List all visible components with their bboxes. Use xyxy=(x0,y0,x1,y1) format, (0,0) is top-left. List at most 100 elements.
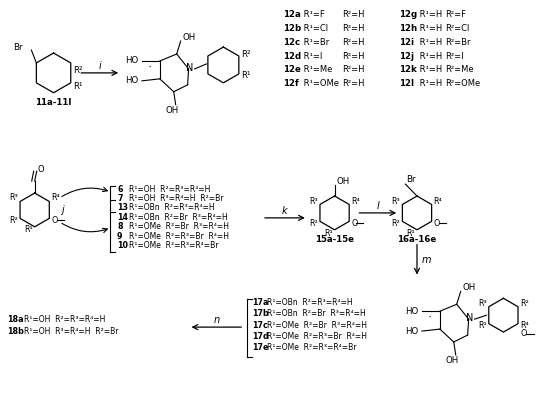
Text: R¹=Cl: R¹=Cl xyxy=(301,24,328,33)
Text: R¹: R¹ xyxy=(241,71,250,80)
Text: 12l: 12l xyxy=(399,79,414,88)
Text: 12j: 12j xyxy=(399,51,414,61)
Text: 7: 7 xyxy=(117,194,123,203)
Text: R²=H: R²=H xyxy=(343,65,365,74)
Text: R¹=OH  R³=R⁴=H  R²=Br: R¹=OH R³=R⁴=H R²=Br xyxy=(24,326,118,336)
Text: R¹=OMe  R²=Br  R³=R⁴=H: R¹=OMe R²=Br R³=R⁴=H xyxy=(267,321,367,330)
Text: R³: R³ xyxy=(9,193,18,202)
Text: R²: R² xyxy=(392,219,400,228)
Text: R¹=H: R¹=H xyxy=(417,24,442,33)
Text: R²=Me: R²=Me xyxy=(445,65,474,74)
Text: 14: 14 xyxy=(117,213,128,222)
Text: O: O xyxy=(351,219,358,228)
Text: R¹=OMe  R²=Br  R³=R⁴=H: R¹=OMe R²=Br R³=R⁴=H xyxy=(129,222,229,231)
Text: R¹=Br: R¹=Br xyxy=(301,38,329,47)
Text: 12i: 12i xyxy=(399,38,414,47)
Text: HO: HO xyxy=(125,57,138,65)
Text: 16a-16e: 16a-16e xyxy=(398,235,437,244)
Text: m: m xyxy=(422,255,431,265)
Text: R¹=OBn  R²=R³=R⁴=H: R¹=OBn R²=R³=R⁴=H xyxy=(267,298,353,307)
Text: R¹=OBn  R²=Br  R³=R⁴=H: R¹=OBn R²=Br R³=R⁴=H xyxy=(129,213,228,222)
Text: 12a: 12a xyxy=(283,10,301,19)
Text: R¹=H: R¹=H xyxy=(417,65,442,74)
Text: R²=Br: R²=Br xyxy=(445,38,470,47)
Text: 12c: 12c xyxy=(283,38,300,47)
Text: k: k xyxy=(282,206,288,216)
Text: 18b: 18b xyxy=(7,326,24,336)
Text: R¹: R¹ xyxy=(324,229,333,238)
Text: R²=OMe: R²=OMe xyxy=(445,79,480,88)
Text: R¹=Me: R¹=Me xyxy=(301,65,332,74)
Text: HO: HO xyxy=(405,326,419,336)
Text: 10: 10 xyxy=(117,241,128,250)
Text: R²=F: R²=F xyxy=(445,10,466,19)
Text: R¹=H: R¹=H xyxy=(417,38,442,47)
Text: OH: OH xyxy=(445,356,458,365)
Text: OH: OH xyxy=(337,177,350,186)
Text: R²=H: R²=H xyxy=(343,51,365,61)
Text: R¹=OMe  R²=R³=Br  R⁴=H: R¹=OMe R²=R³=Br R⁴=H xyxy=(267,332,367,341)
Text: R²=Cl: R²=Cl xyxy=(445,24,469,33)
Text: R⁴: R⁴ xyxy=(520,321,529,330)
Text: 9: 9 xyxy=(117,232,123,241)
Text: R¹=OH  R²=R³=R⁴=H: R¹=OH R²=R³=R⁴=H xyxy=(129,185,211,194)
Text: l: l xyxy=(376,201,379,211)
Text: R¹=OBn  R²=Br  R³=R⁴=H: R¹=OBn R²=Br R³=R⁴=H xyxy=(267,309,366,318)
Text: 6: 6 xyxy=(117,185,123,194)
Text: 12f: 12f xyxy=(283,79,299,88)
Text: 8: 8 xyxy=(117,222,123,231)
Text: 12d: 12d xyxy=(283,51,301,61)
Text: HO: HO xyxy=(405,307,419,316)
Text: R¹=H: R¹=H xyxy=(417,10,442,19)
Text: OH: OH xyxy=(463,283,476,292)
Text: 17d: 17d xyxy=(252,332,269,341)
Text: R¹=OMe: R¹=OMe xyxy=(301,79,339,88)
Text: R¹=OMe  R²=R³=Br  R⁴=H: R¹=OMe R²=R³=Br R⁴=H xyxy=(129,232,229,241)
Text: R¹=OH  R²=R³=R⁴=H: R¹=OH R²=R³=R⁴=H xyxy=(24,315,105,324)
Text: R⁴: R⁴ xyxy=(51,193,60,202)
Text: 12g: 12g xyxy=(399,10,417,19)
Text: R²: R² xyxy=(241,49,250,59)
Text: 12h: 12h xyxy=(399,24,417,33)
Text: R¹=I: R¹=I xyxy=(301,51,322,61)
Text: O: O xyxy=(520,329,526,338)
Text: R⁴: R⁴ xyxy=(351,197,360,206)
Text: R³: R³ xyxy=(478,299,487,308)
Text: OH: OH xyxy=(183,33,196,41)
Text: O: O xyxy=(37,165,45,174)
Text: Br: Br xyxy=(13,43,22,51)
Text: R¹=OMe  R²=R³=R⁴=Br: R¹=OMe R²=R³=R⁴=Br xyxy=(267,344,356,352)
Text: i: i xyxy=(98,61,101,71)
Text: O: O xyxy=(433,219,440,228)
Text: 17a: 17a xyxy=(252,298,268,307)
Text: R¹=H: R¹=H xyxy=(417,79,442,88)
Text: R⁴: R⁴ xyxy=(433,197,442,206)
Text: 17c: 17c xyxy=(252,321,268,330)
Text: 12e: 12e xyxy=(283,65,301,74)
Text: R²=H: R²=H xyxy=(343,38,365,47)
Text: j: j xyxy=(62,205,64,215)
Text: R¹: R¹ xyxy=(406,229,415,238)
Text: ,,: ,, xyxy=(428,313,432,318)
Text: R²: R² xyxy=(9,216,18,225)
Text: 17e: 17e xyxy=(252,344,268,352)
Text: R¹: R¹ xyxy=(478,321,487,330)
Text: Br: Br xyxy=(406,175,416,184)
Text: 13: 13 xyxy=(117,203,128,212)
Text: 18a: 18a xyxy=(7,315,24,324)
Text: R¹=OBn  R²=R³=R⁴=H: R¹=OBn R²=R³=R⁴=H xyxy=(129,203,214,212)
Text: 12b: 12b xyxy=(283,24,301,33)
Text: OH: OH xyxy=(165,106,178,115)
Text: R¹=OMe  R²=R³=R⁴=Br: R¹=OMe R²=R³=R⁴=Br xyxy=(129,241,218,250)
Text: R²: R² xyxy=(73,66,82,75)
Text: R²: R² xyxy=(309,219,318,228)
Text: R¹=H: R¹=H xyxy=(417,51,442,61)
Text: O: O xyxy=(51,216,58,225)
Text: R¹=OH  R³=R⁴=H  R²=Br: R¹=OH R³=R⁴=H R²=Br xyxy=(129,194,223,203)
Text: HO: HO xyxy=(125,76,138,85)
Text: n: n xyxy=(213,315,219,325)
Text: R²=H: R²=H xyxy=(343,24,365,33)
Text: R²=H: R²=H xyxy=(343,79,365,88)
Text: 11a-11l: 11a-11l xyxy=(35,98,72,107)
Text: 12k: 12k xyxy=(399,65,417,74)
